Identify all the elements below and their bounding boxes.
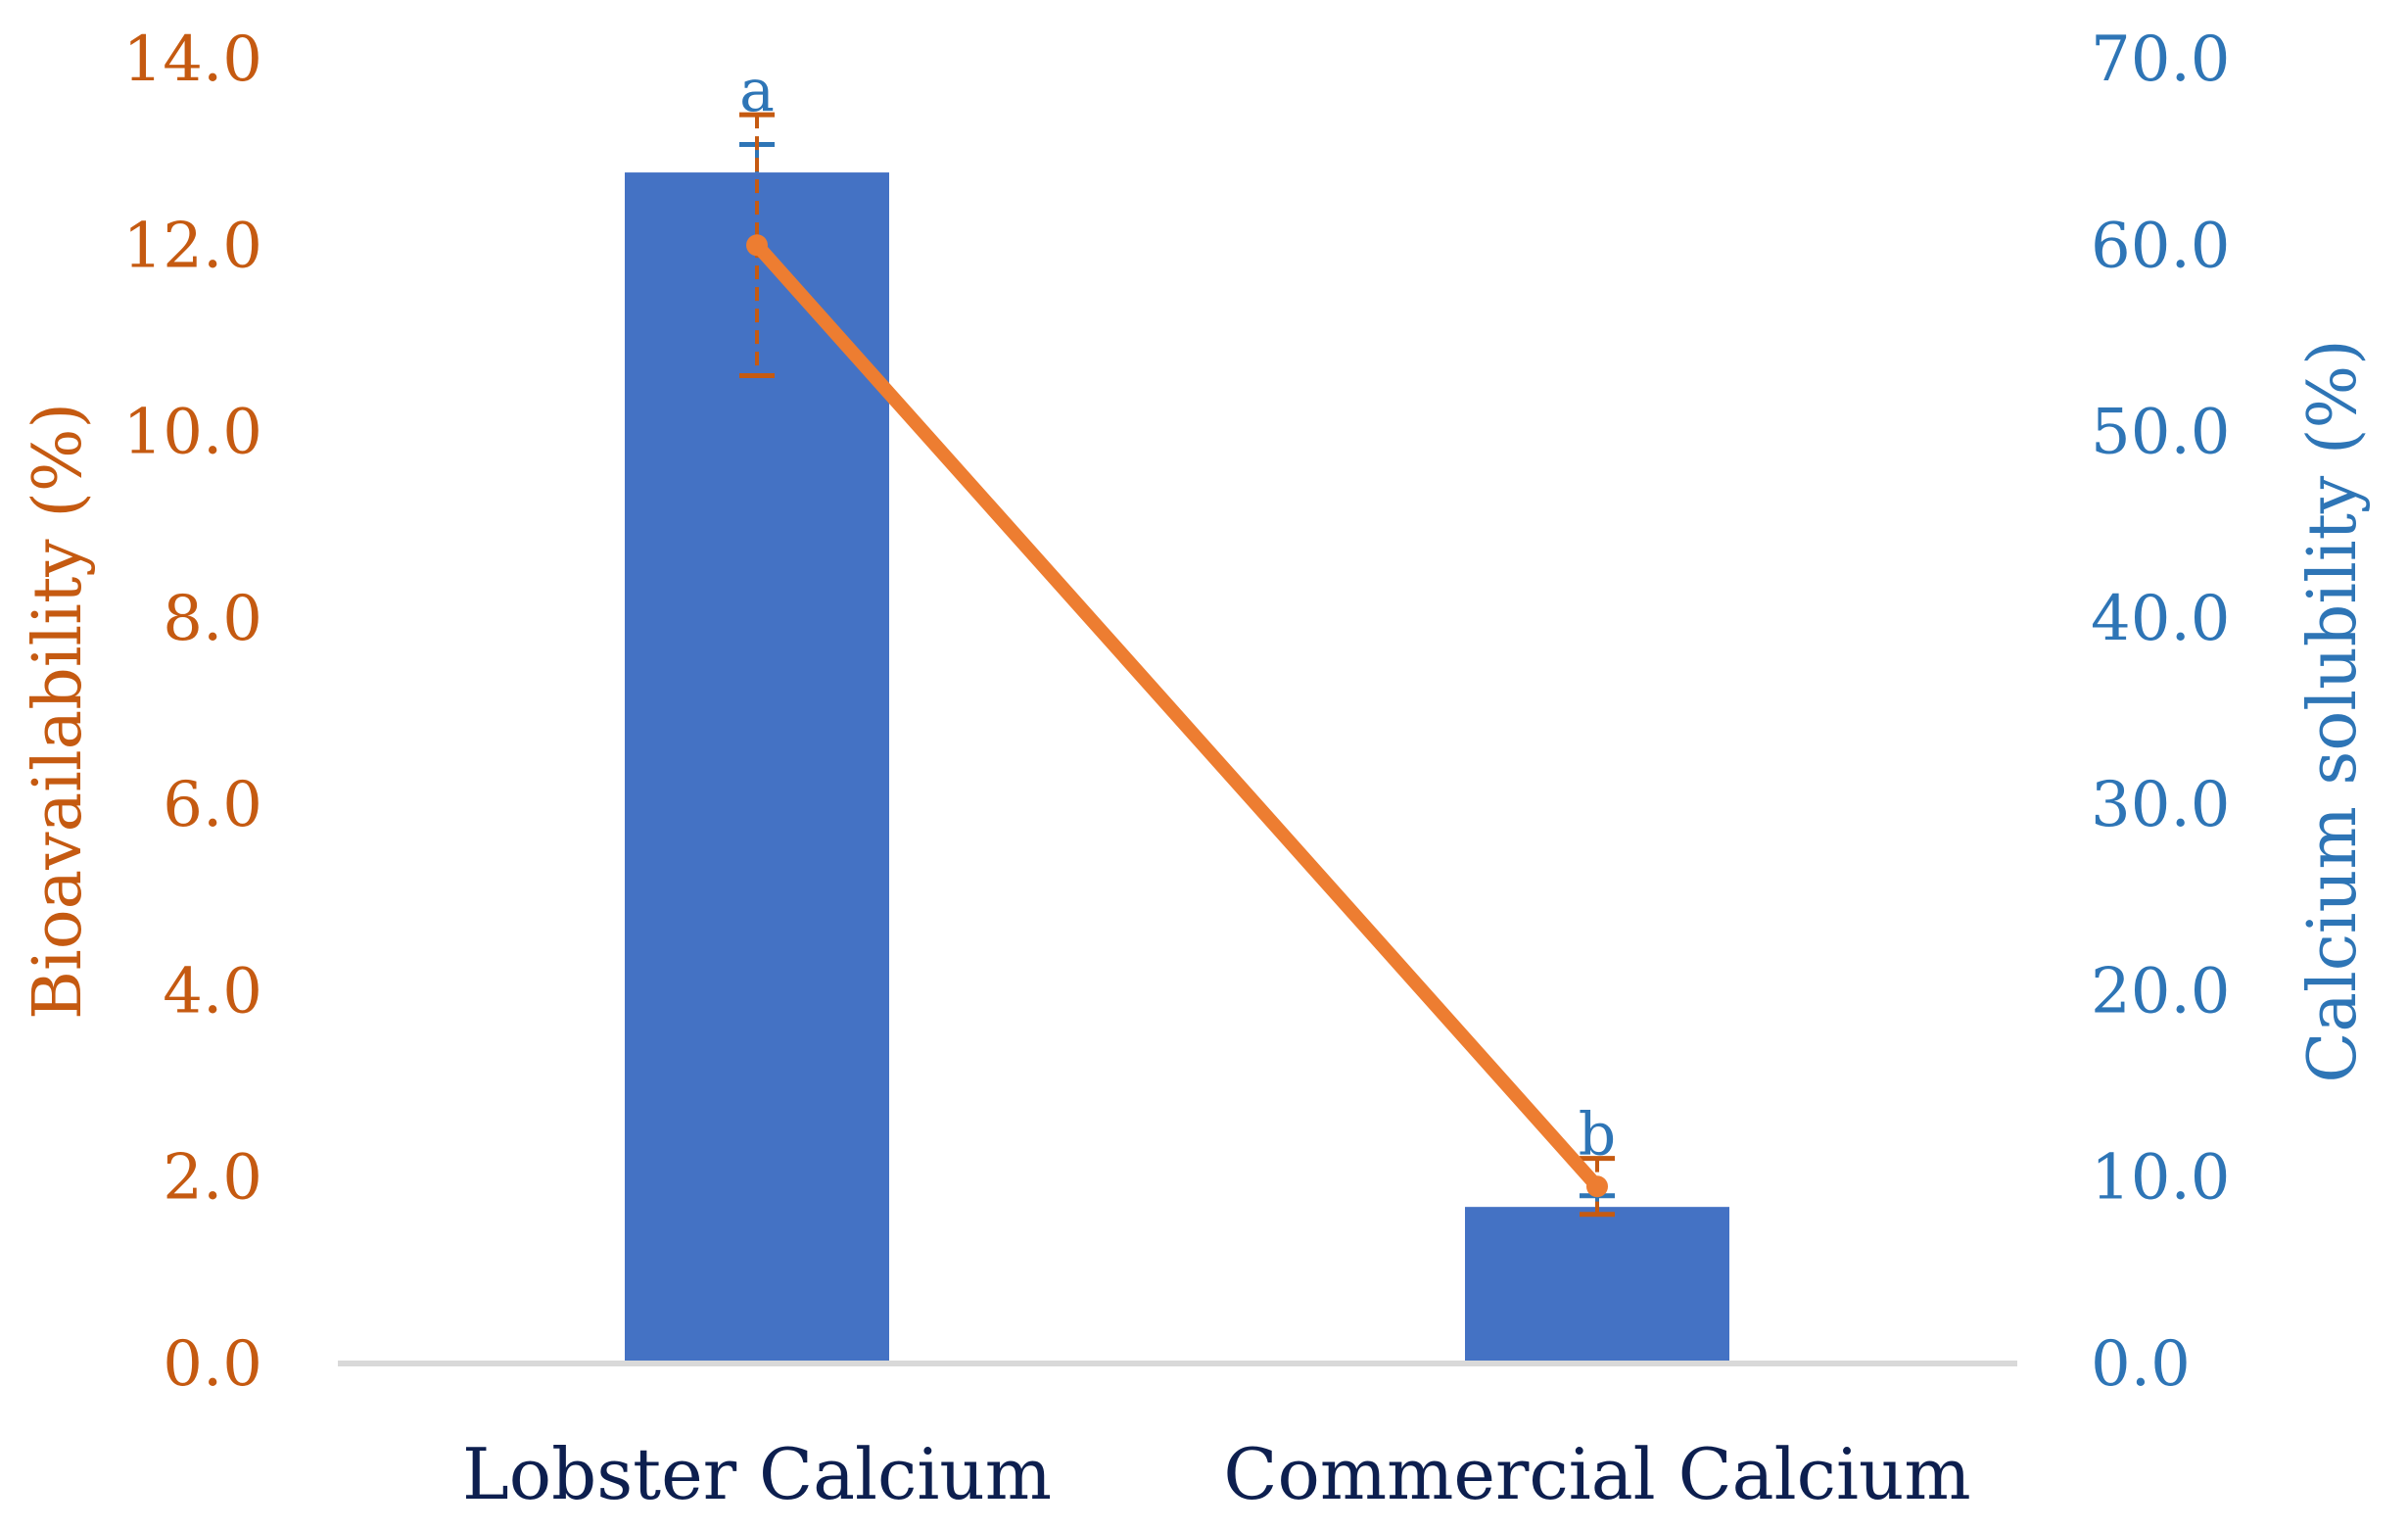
category-labels: Lobster Calcium Commercial Calcium [462, 1433, 1971, 1515]
left-tick-label: 12.0 [123, 210, 263, 282]
bar-0 [625, 172, 889, 1364]
significance-labels: ab [739, 57, 1616, 1170]
right-axis-title: Calcium solubility (%) [2294, 339, 2372, 1082]
right-tick-label: 40.0 [2091, 583, 2231, 655]
right-tick-label: 10.0 [2091, 1142, 2231, 1215]
line-series-group [746, 234, 1608, 1198]
left-tick-label: 14.0 [123, 24, 263, 96]
right-tick-label: 0.0 [2091, 1328, 2191, 1401]
right-tick-label: 60.0 [2091, 210, 2231, 282]
left-axis-ticks: 0.0 2.0 4.0 6.0 8.0 10.0 12.0 14.0 [123, 24, 263, 1401]
bar-series-group [625, 172, 1729, 1364]
significance-label: a [739, 57, 775, 125]
significance-label: b [1579, 1101, 1616, 1170]
bar-1 [1465, 1207, 1729, 1363]
line-point-0 [746, 234, 768, 257]
right-tick-label: 20.0 [2091, 955, 2231, 1028]
line-series [750, 238, 1604, 1194]
left-tick-label: 10.0 [123, 397, 263, 469]
left-tick-label: 6.0 [163, 769, 262, 841]
right-tick-label: 70.0 [2091, 24, 2231, 96]
right-tick-label: 50.0 [2091, 397, 2231, 469]
left-axis-title: Bioavailability (%) [20, 403, 97, 1020]
line-point-1 [1586, 1175, 1608, 1198]
left-tick-label: 4.0 [163, 955, 262, 1028]
left-tick-label: 2.0 [163, 1142, 262, 1215]
category-label: Commercial Calcium [1223, 1433, 1970, 1515]
right-tick-label: 30.0 [2091, 769, 2231, 841]
left-tick-label: 0.0 [163, 1328, 262, 1401]
left-tick-label: 8.0 [163, 583, 262, 655]
right-axis-ticks: 0.0 10.0 20.0 30.0 40.0 50.0 60.0 70.0 [2091, 24, 2231, 1401]
category-label: Lobster Calcium [462, 1433, 1052, 1515]
